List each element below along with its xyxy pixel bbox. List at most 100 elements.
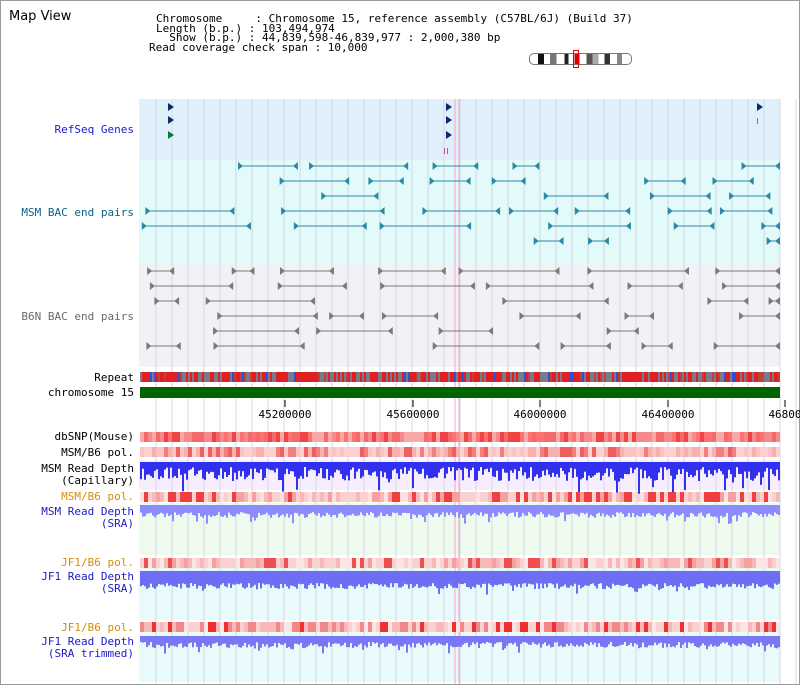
- track-label-refseq[interactable]: RefSeq Genes: [54, 123, 134, 136]
- jf1-sra-depth-bar: [638, 571, 640, 589]
- repeat-segment: [570, 372, 572, 382]
- msm-sra-depth-bar: [378, 505, 380, 516]
- msm-capillary-depth-bar: [518, 462, 520, 472]
- jf1-trimmed-depth-bar: [170, 636, 172, 646]
- repeat-segment: [700, 372, 702, 382]
- msm-capillary-depth-bar: [364, 462, 366, 470]
- msm-capillary-depth-bar: [470, 462, 472, 471]
- track-label-msm-b6-pol[interactable]: MSM/B6 pol.: [61, 446, 134, 459]
- jf1-sra-depth-bar: [710, 571, 712, 587]
- jf1-sra-depth-bar: [144, 571, 146, 587]
- track-label-msm-depth-sra[interactable]: MSM Read Depth: [41, 505, 134, 518]
- jf1-sra-depth-bar: [600, 571, 602, 584]
- msm-pol-cell: [644, 447, 648, 457]
- jf1-trimmed-depth-bar: [314, 636, 316, 645]
- track-label-jf1-pol-1[interactable]: JF1/B6 pol.: [61, 556, 134, 569]
- jf1-sra-depth-bar: [418, 571, 420, 589]
- dbsnp-cell: [252, 432, 256, 442]
- dbsnp-cell: [392, 432, 396, 442]
- dbsnp-cell: [536, 432, 540, 442]
- jf1-trimmed-depth-bar: [162, 636, 164, 646]
- track-label-chromosome[interactable]: chromosome 15: [47, 386, 134, 399]
- msm-pol-cell: [276, 447, 280, 457]
- track-label-jf1-depth-trimmed[interactable]: JF1 Read Depth: [41, 635, 134, 648]
- track-label-jf1-depth-sra[interactable]: JF1 Read Depth: [41, 570, 134, 583]
- msm-pol-sra-cell: [716, 492, 720, 502]
- repeat-segment: [324, 372, 326, 382]
- repeat-segment: [534, 372, 536, 382]
- msm-pol-sra-cell: [324, 492, 328, 502]
- track-label-jf1-pol-2[interactable]: JF1/B6 pol.: [61, 621, 134, 634]
- repeat-segment: [280, 372, 282, 382]
- msm-sra-depth-bar: [756, 505, 758, 515]
- jf1-pol-cell: [764, 558, 768, 568]
- jf1-sra-depth-bar: [360, 571, 362, 587]
- jf1-sra-depth-bar: [664, 571, 666, 584]
- msm-bac-end: [141, 222, 147, 230]
- msm-capillary-depth-bar: [554, 462, 556, 477]
- msm-capillary-depth-bar: [622, 462, 624, 479]
- jf1-pol-cell: [212, 558, 216, 568]
- jf1-pol-cell: [608, 558, 612, 568]
- jf1-pol-cell: [384, 622, 388, 632]
- jf1-pol-cell: [492, 558, 496, 568]
- jf1-trimmed-depth-bar: [698, 636, 700, 648]
- msm-capillary-depth-bar: [252, 462, 254, 479]
- msm-sra-depth-bar: [444, 505, 446, 517]
- msm-pol-sra-cell: [168, 492, 172, 502]
- msm-pol-cell: [152, 447, 156, 457]
- jf1-sra-depth-bar: [724, 571, 726, 587]
- jf1-sra-depth-bar: [434, 571, 436, 587]
- jf1-trimmed-depth-bar: [182, 636, 184, 648]
- jf1-pol-cell: [188, 622, 192, 632]
- jf1-pol-cell: [748, 558, 752, 568]
- repeat-segment: [640, 372, 642, 382]
- msm-capillary-depth-bar: [468, 462, 470, 478]
- msm-pol-sra-cell: [264, 492, 268, 502]
- msm-sra-depth-bar: [328, 505, 330, 515]
- b6n-bac-end: [485, 282, 491, 290]
- repeat-segment: [444, 372, 446, 382]
- jf1-sra-depth-bar: [674, 571, 676, 586]
- dbsnp-cell: [644, 432, 648, 442]
- track-label-msm-bac[interactable]: MSM BAC end pairs: [21, 206, 134, 219]
- dbsnp-cell: [196, 432, 200, 442]
- track-label-b6n-bac[interactable]: B6N BAC end pairs: [21, 310, 134, 323]
- track-label-dbsnp[interactable]: dbSNP(Mouse): [54, 430, 134, 443]
- jf1-sra-depth-bar: [702, 571, 704, 584]
- jf1-trimmed-depth-bar: [470, 636, 472, 646]
- dbsnp-cell: [516, 432, 520, 442]
- msm-capillary-depth-bar: [546, 462, 548, 470]
- dbsnp-cell: [732, 432, 736, 442]
- jf1-pol-cell: [428, 622, 432, 632]
- jf1-pol-cell: [628, 558, 632, 568]
- jf1-trimmed-depth-bar: [744, 636, 746, 645]
- msm-capillary-depth-bar: [192, 462, 194, 468]
- msm-sra-depth-bar: [726, 505, 728, 513]
- dbsnp-cell: [696, 432, 700, 442]
- chromosome-ideogram[interactable]: [529, 53, 632, 65]
- b6n-bac-end: [381, 312, 387, 320]
- msm-capillary-depth-bar: [548, 462, 550, 475]
- track-label-msm-depth-capillary[interactable]: MSM Read Depth: [41, 462, 134, 475]
- msm-capillary-depth-bar: [362, 462, 364, 477]
- dbsnp-cell: [424, 432, 428, 442]
- dbsnp-cell: [400, 432, 404, 442]
- jf1-pol-cell: [264, 622, 268, 632]
- msm-capillary-depth-bar: [278, 462, 280, 481]
- msm-pol-cell: [380, 447, 384, 457]
- dbsnp-cell: [244, 432, 248, 442]
- msm-pol-cell: [504, 447, 508, 457]
- track-label-repeat[interactable]: Repeat: [94, 371, 134, 384]
- msm-pol-sra-cell: [408, 492, 412, 502]
- jf1-trimmed-depth-bar: [674, 636, 676, 648]
- jf1-trimmed-depth-bar: [370, 636, 372, 646]
- msm-sra-depth-bar: [360, 505, 362, 513]
- dbsnp-cell: [708, 432, 712, 442]
- jf1-sra-depth-bar: [362, 571, 364, 587]
- track-label-msm-b6-pol-sra[interactable]: MSM/B6 pol.: [61, 490, 134, 503]
- b6n-bac-end: [707, 297, 713, 305]
- jf1-trimmed-depth-bar: [328, 636, 330, 643]
- repeat-segment: [720, 372, 722, 382]
